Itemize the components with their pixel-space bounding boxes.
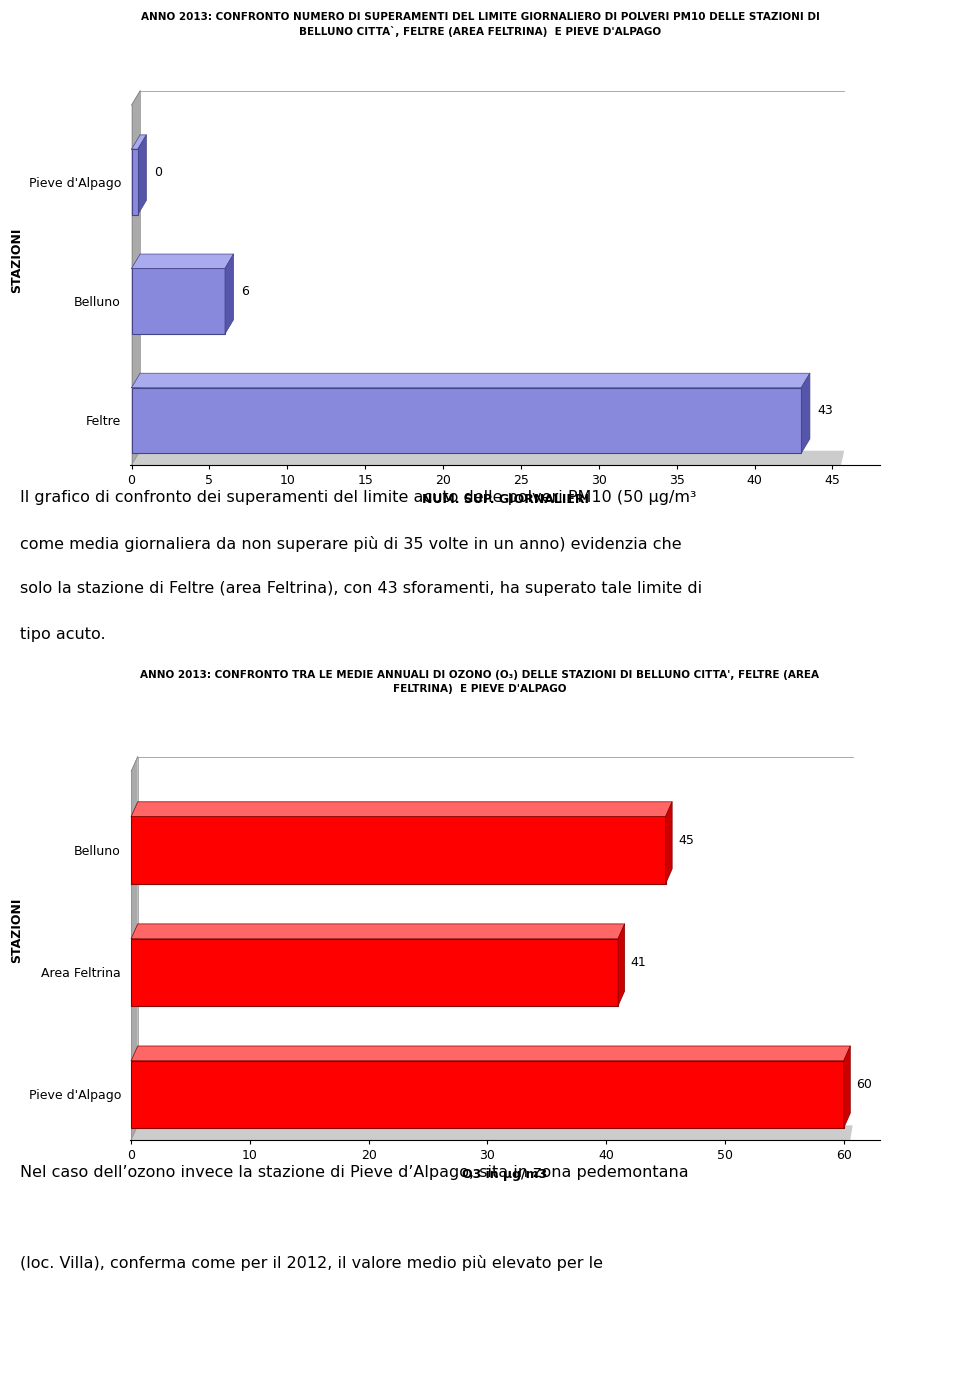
Bar [132, 388, 802, 453]
Polygon shape [132, 134, 146, 150]
Text: Il grafico di confronto dei superamenti del limite acuto delle polveri PM10 (50 : Il grafico di confronto dei superamenti … [20, 490, 697, 506]
Text: (loc. Villa), conferma come per il 2012, il valore medio più elevato per le: (loc. Villa), conferma come per il 2012,… [20, 1255, 603, 1271]
Polygon shape [132, 253, 233, 269]
Text: BELLUNO CITTA`, FELTRE (AREA FELTRINA)  E PIEVE D'ALPAGO: BELLUNO CITTA`, FELTRE (AREA FELTRINA) E… [299, 26, 661, 37]
Bar [132, 1061, 844, 1127]
Polygon shape [132, 1126, 852, 1140]
Text: 41: 41 [631, 956, 646, 970]
Text: ANNO 2013: CONFRONTO TRA LE MEDIE ANNUALI DI OZONO (O₃) DELLE STAZIONI DI BELLUN: ANNO 2013: CONFRONTO TRA LE MEDIE ANNUAL… [140, 670, 820, 680]
Polygon shape [138, 134, 146, 215]
Polygon shape [132, 450, 844, 465]
Text: 43: 43 [818, 404, 833, 417]
Text: come media giornaliera da non superare più di 35 volte in un anno) evidenzia che: come media giornaliera da non superare p… [20, 536, 682, 551]
Text: tipo acuto.: tipo acuto. [20, 626, 106, 641]
Polygon shape [132, 1046, 851, 1061]
Text: 60: 60 [856, 1078, 872, 1091]
Y-axis label: STAZIONI: STAZIONI [10, 897, 23, 963]
Polygon shape [132, 924, 625, 939]
Polygon shape [618, 924, 625, 1006]
Text: Nel caso dell’ozono invece la stazione di Pieve d’Alpago, sita in zona pedemonta: Nel caso dell’ozono invece la stazione d… [20, 1165, 688, 1180]
Polygon shape [132, 373, 810, 388]
Polygon shape [802, 373, 810, 453]
Polygon shape [132, 802, 672, 816]
Text: solo la stazione di Feltre (area Feltrina), con 43 sforamenti, ha superato tale : solo la stazione di Feltre (area Feltrin… [20, 580, 702, 596]
Bar [132, 269, 225, 334]
Y-axis label: STAZIONI: STAZIONI [10, 227, 23, 292]
Polygon shape [225, 253, 233, 334]
Text: ANNO 2013: CONFRONTO NUMERO DI SUPERAMENTI DEL LIMITE GIORNALIERO DI POLVERI PM1: ANNO 2013: CONFRONTO NUMERO DI SUPERAMEN… [140, 12, 820, 22]
Bar [132, 816, 665, 884]
Bar [132, 150, 138, 215]
Text: 45: 45 [678, 834, 694, 846]
Polygon shape [665, 802, 672, 884]
Text: 0: 0 [155, 166, 162, 179]
Polygon shape [844, 1046, 851, 1127]
Polygon shape [132, 756, 137, 1140]
X-axis label: O3 in μg/m3: O3 in μg/m3 [463, 1168, 547, 1180]
Text: 6: 6 [241, 285, 250, 298]
X-axis label: NUM. SUP. GIORNALIERI: NUM. SUP. GIORNALIERI [421, 493, 588, 506]
Bar [132, 939, 618, 1006]
Polygon shape [132, 91, 140, 465]
Text: FELTRINA)  E PIEVE D'ALPAGO: FELTRINA) E PIEVE D'ALPAGO [394, 684, 566, 694]
